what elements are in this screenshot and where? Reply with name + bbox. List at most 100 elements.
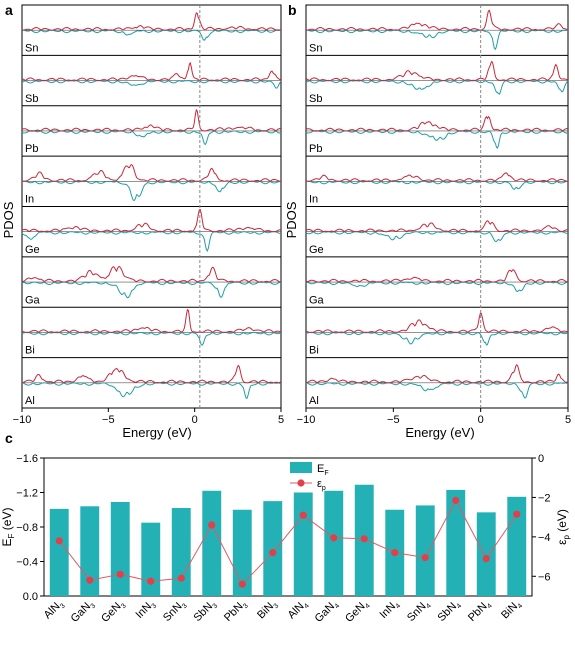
category-label: GaN3 <box>69 598 98 627</box>
pdos-spin-up-In <box>305 172 568 182</box>
ep-point <box>86 576 94 584</box>
pdos-spin-up-Pb <box>305 115 569 132</box>
pdos-spin-up-Bi <box>21 309 282 333</box>
right-y-tick-label: 0 <box>538 453 544 465</box>
ep-point <box>360 535 368 543</box>
x-tick-label: −5 <box>102 414 115 426</box>
category-label: GeN3 <box>99 598 128 627</box>
ep-point <box>391 549 399 557</box>
ef-bar <box>293 492 313 596</box>
panel-label-a: a <box>5 2 13 18</box>
panel-label-b: b <box>288 2 297 18</box>
x-tick-label: −10 <box>13 414 32 426</box>
category-label: GaN4 <box>313 598 342 627</box>
pdos-spin-up-Pb <box>21 108 282 132</box>
category-label: BiN3 <box>255 598 280 623</box>
ep-point <box>299 511 307 519</box>
category-label: InN4 <box>378 598 403 623</box>
category-label: AlN4 <box>286 598 311 623</box>
pdos-spin-down-Ga <box>305 281 569 293</box>
ep-point <box>513 510 521 518</box>
ef-bar <box>171 508 191 596</box>
ef-bar <box>415 505 435 596</box>
pdos-element-label: Al <box>25 395 35 407</box>
left-y-tick-label: 0.0 <box>23 591 38 603</box>
left-y-tick-label: −0.8 <box>16 522 38 534</box>
pdos-spin-down-In <box>305 180 569 190</box>
pdos-spin-up-Ga <box>21 266 282 283</box>
pdos-element-label: Pb <box>309 143 322 155</box>
x-tick-label: 0 <box>478 414 484 426</box>
pdos-a-ylabel: PDOS <box>1 201 16 238</box>
pdos-element-label: Sn <box>25 42 38 54</box>
x-tick-label: 0 <box>192 414 198 426</box>
legend-label-ef: EF <box>317 463 329 477</box>
pdos-element-label: Ge <box>25 244 40 256</box>
pdos-element-label: In <box>309 194 318 206</box>
ep-line <box>58 499 518 586</box>
category-label: SbN4 <box>435 598 463 626</box>
pdos-element-label: Sn <box>309 42 322 54</box>
pdos-panel-a: Sn Sb Pb In Ge Ga Bi Al −10 −5 0 5 <box>13 4 284 426</box>
left-y-tick-label: −0.4 <box>16 557 38 569</box>
category-label: SnN3 <box>161 598 189 626</box>
ep-point <box>269 549 277 557</box>
pdos-spin-down-Ga <box>21 281 282 299</box>
category-label: GeN4 <box>343 598 372 627</box>
pdos-element-label: Bi <box>25 345 35 357</box>
ep-point <box>147 577 155 585</box>
x-tick-label: −5 <box>387 414 400 426</box>
ef-bar <box>141 522 161 596</box>
ep-point <box>482 554 490 563</box>
pdos-spin-down-Al <box>21 382 282 399</box>
pdos-spin-down-Bi <box>21 331 282 346</box>
ep-point <box>238 580 246 588</box>
pdos-spin-down-Al <box>305 382 569 399</box>
pdos-spin-down-Ge <box>21 231 282 252</box>
right-y-tick-label: −2 <box>538 492 551 504</box>
category-label: InN3 <box>134 598 159 623</box>
category-label: SnN4 <box>405 598 433 626</box>
pdos-spin-down-Sb <box>305 79 569 95</box>
pdos-spin-up-In <box>21 163 281 182</box>
ef-bar <box>446 489 466 596</box>
pdos-spin-up-Sn <box>21 12 282 31</box>
legend-swatch-ep-dot <box>297 479 305 487</box>
pdos-spin-up-Al <box>305 363 569 384</box>
pdos-spin-up-Al <box>21 364 282 384</box>
ep-point <box>208 521 216 529</box>
left-y-tick-label: −1.2 <box>16 488 38 500</box>
x-tick-label: 5 <box>565 414 571 426</box>
pdos-spin-down-Sn <box>22 29 282 41</box>
ef-bar <box>202 490 222 596</box>
pdos-spin-up-Sb <box>21 61 282 82</box>
ep-point <box>177 574 185 582</box>
pdos-spin-up-Sn <box>305 9 569 31</box>
pdos-spin-up-Ga <box>305 269 569 283</box>
right-y-tick-label: −6 <box>538 571 551 583</box>
ef-bar <box>49 508 69 596</box>
legend-label-ep: εp <box>317 478 326 492</box>
pdos-panel-b: Sn Sb Pb In Ge Ga Bi Al −10 −5 0 5 <box>297 4 571 426</box>
pdos-spin-up-Bi <box>305 312 569 333</box>
pdos-spin-down-Sn <box>306 29 569 51</box>
pdos-element-label: Pb <box>25 143 38 155</box>
pdos-spin-down-Ge <box>305 231 569 242</box>
pdos-element-label: Bi <box>309 345 319 357</box>
ep-point <box>55 537 63 545</box>
pdos-element-label: Sb <box>25 93 38 105</box>
pdos-spin-down-In <box>21 180 282 201</box>
ef-bar <box>324 490 344 596</box>
pdos-b-ylabel: PDOS <box>284 201 299 238</box>
x-tick-label: 5 <box>278 414 284 426</box>
left-axis-title: EF (eV) <box>0 508 16 547</box>
pdos-element-label: Ga <box>309 294 325 306</box>
pdos-spin-down-Sb <box>21 79 282 89</box>
ep-point <box>116 570 124 578</box>
pdos-element-label: Ge <box>309 244 324 256</box>
ef-bar <box>476 512 496 596</box>
category-label: SbN3 <box>191 598 219 626</box>
pdos-spin-down-Pb <box>21 130 281 146</box>
